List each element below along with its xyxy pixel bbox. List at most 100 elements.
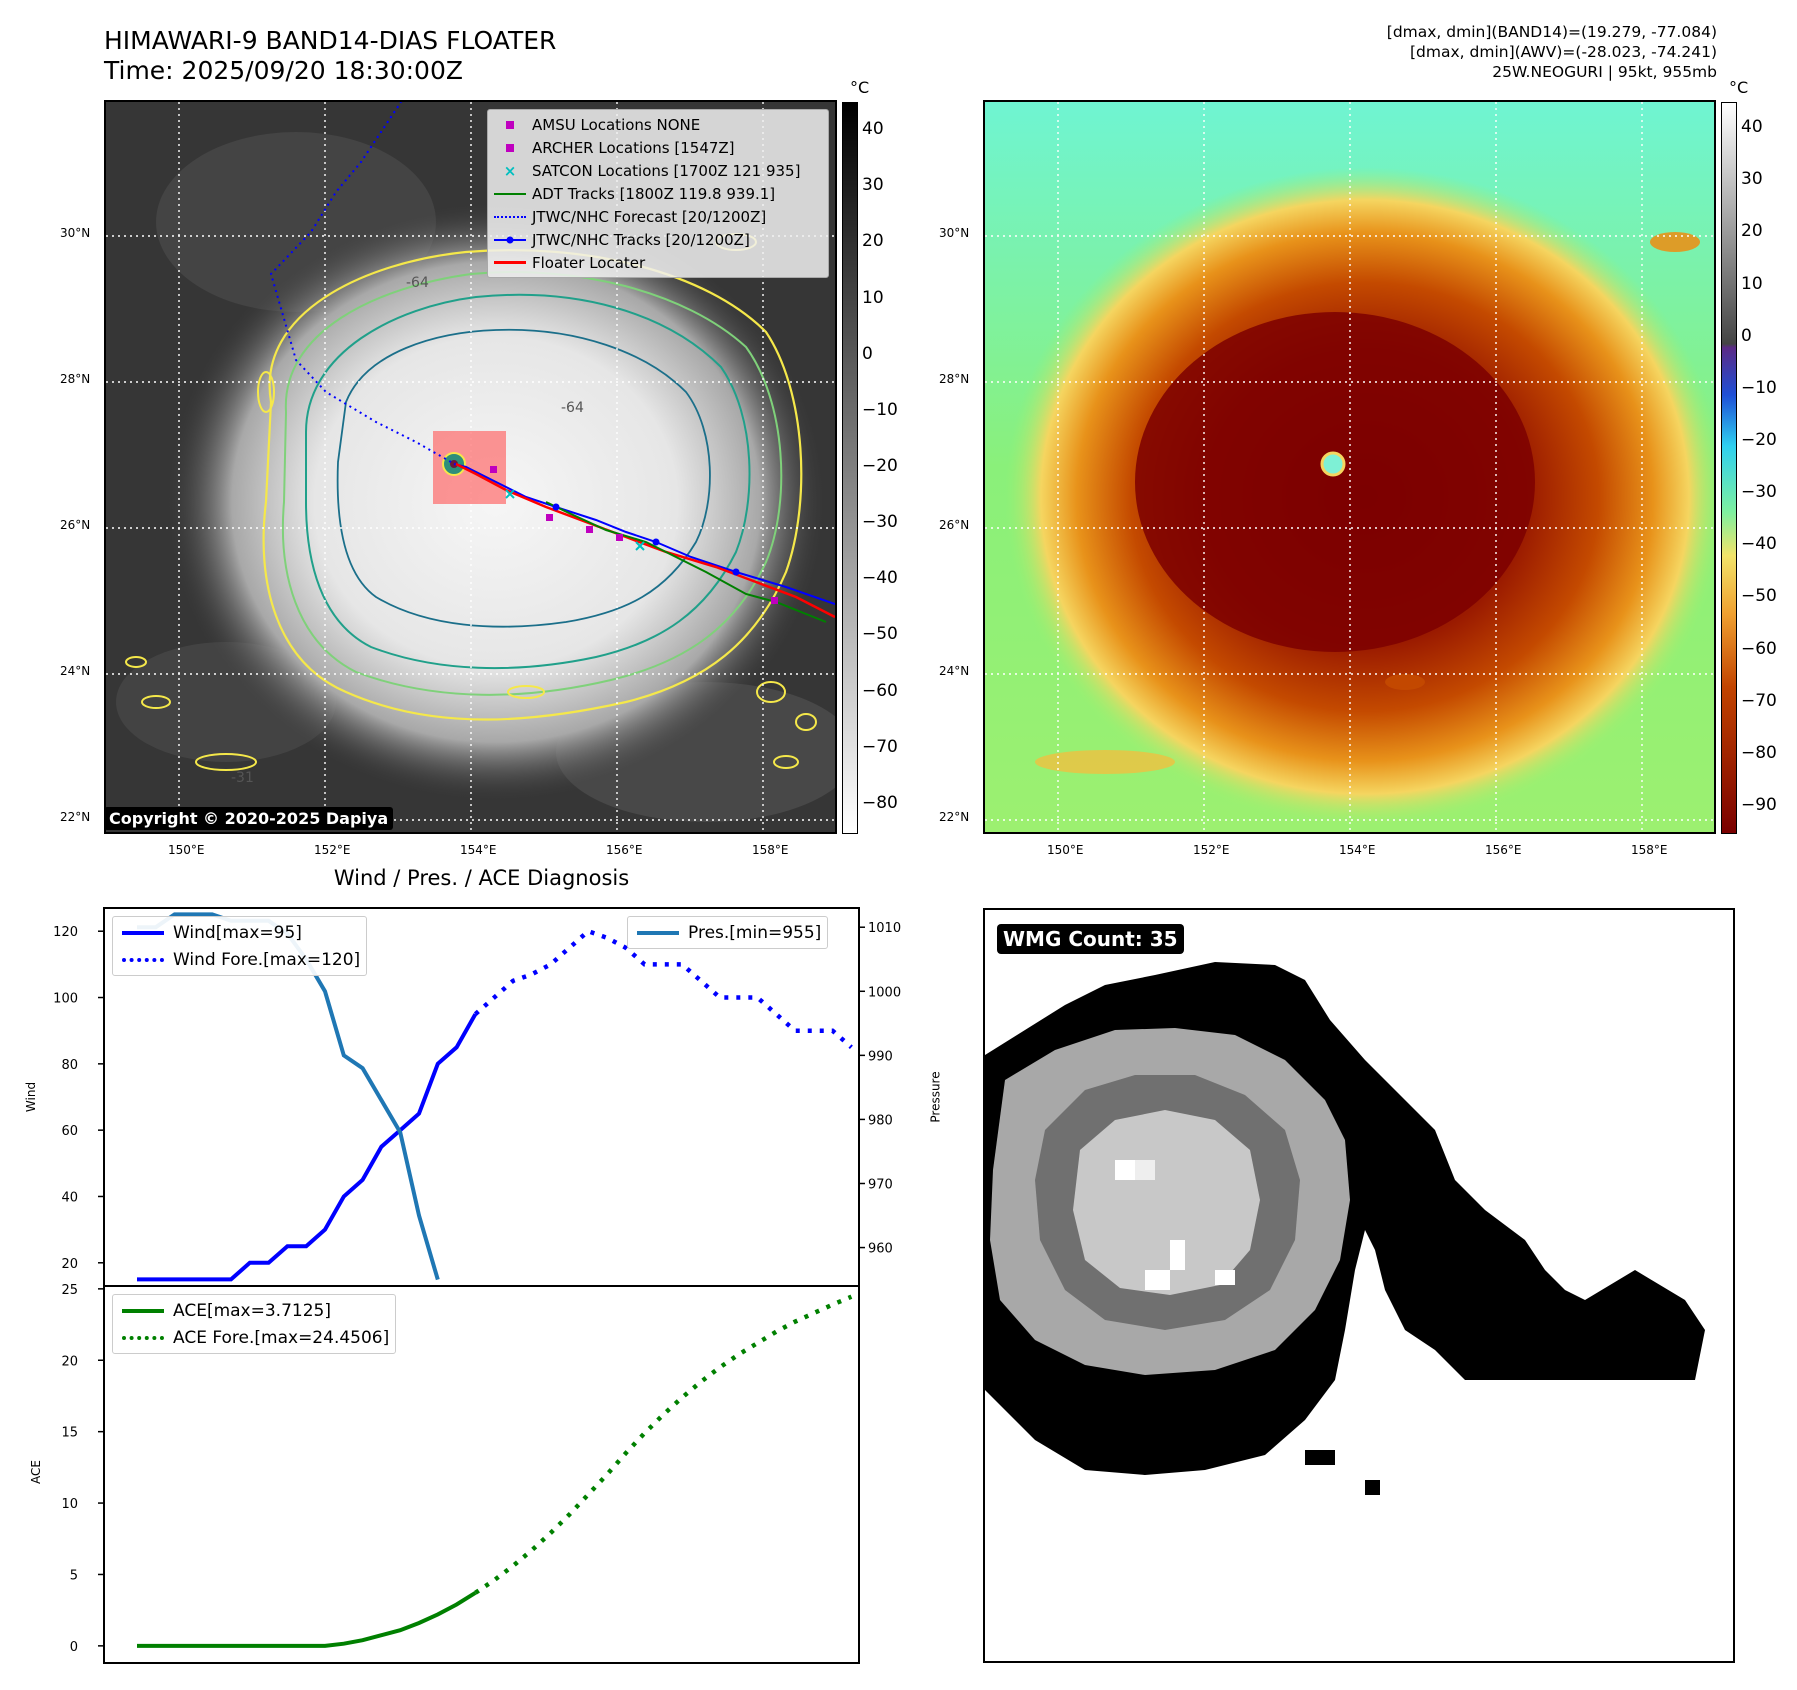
square-marker-icon [506,120,514,129]
lat-label: 30°N [60,226,91,240]
wind-legend: Wind[max=95] Wind Fore.[max=120] [112,916,368,976]
colorbar-tick-label: −60 [1741,638,1777,659]
lat-label: 22°N [60,810,91,824]
legend-label: AMSU Locations NONE [532,115,701,134]
lat-label: 24°N [60,664,91,678]
y-tick-label: 970 [868,1177,893,1192]
colorbar-tick-label: −30 [862,512,898,533]
ir-color-enhanced-map[interactable] [983,100,1716,834]
ace-forecast-series-line [474,1294,853,1595]
copyright-badge: Copyright © 2020-2025 Dapiya [104,807,394,830]
legend-label: SATCON Locations [1700Z 121 935] [532,161,801,180]
legend-wind: Wind[max=95] [113,919,360,946]
colorbar-tick-label: −60 [862,680,898,701]
ir-grayscale-map[interactable]: -64 -64 -31 [104,100,837,834]
legend-ace-forecast: ACE Fore.[max=24.4506] [113,1324,389,1351]
cloud-feature [1035,750,1175,774]
y-tick-label: 960 [868,1242,893,1257]
legend-label: JTWC/NHC Tracks [20/1200Z] [532,230,750,249]
colorbar-tick-label: 30 [1741,169,1763,190]
wmg-count-badge: WMG Count: 35 [997,924,1184,954]
y-tick-label: 100 [53,992,78,1007]
contour-teal [305,293,751,670]
legend-jtwc-tracks: JTWC/NHC Tracks [20/1200Z] [488,228,828,251]
wmg-svg [985,962,1705,1495]
pressure-legend: Pres.[min=955] [627,916,829,949]
contour-green [281,271,783,696]
dotted-line-icon [122,957,164,962]
wmg-cloud-fragment [1365,1480,1380,1495]
contour-label: -64 [561,400,584,416]
legend-adt: ADT Tracks [1800Z 119.8 939.1] [488,182,828,205]
legend-label: Pres.[min=955] [688,922,822,943]
lon-label: 158°E [1631,843,1668,857]
line-marker-icon [494,192,526,195]
y-tick-label: 120 [53,925,78,940]
lon-label: 152°E [1193,843,1230,857]
adt-track [545,501,827,623]
legend-pressure: Pres.[min=955] [628,919,821,946]
contour-darkteal [336,328,711,628]
legend-label: Wind Fore.[max=120] [173,949,361,970]
colorbar-unit: °C [850,78,870,97]
colorbar-tick-label: 20 [1741,221,1763,242]
ace-y-ticks: 0 5 10 15 20 25 [61,1283,104,1655]
lon-label: 158°E [752,843,789,857]
colorbar-tick-label: −80 [862,792,898,813]
contour-yellow [262,249,803,721]
legend-label: ACE[max=3.7125] [173,1300,331,1321]
legend-ace: ACE[max=3.7125] [113,1297,389,1324]
color-map-svg [985,102,1714,832]
y-tick-label: 5 [70,1568,78,1583]
colorbar-tick-label: −80 [1741,742,1777,763]
line-marker-icon [122,930,164,935]
cold-cloud-core [1135,312,1535,652]
archer-markers [490,466,778,604]
satcon-markers [505,489,645,551]
x-marker-icon: × [503,161,517,180]
contour-label: -64 [406,275,429,291]
legend-label: Wind[max=95] [173,922,302,943]
line-marker-icon [122,1308,164,1313]
lat-label: 28°N [939,372,970,386]
storm-info: [dmax, dmin](BAND14)=(19.279, -77.084) [… [1387,22,1717,82]
colorbar-tick-label: −90 [1741,794,1777,815]
lat-label: 24°N [939,664,970,678]
lon-label: 154°E [1339,843,1376,857]
y-tick-label: 15 [61,1426,78,1441]
lon-label: 154°E [460,843,497,857]
y-tick-label: 990 [868,1049,893,1064]
time-title: Time: 2025/09/20 18:30:00Z [104,56,463,85]
square-marker-icon [506,143,514,152]
y-tick-label: 20 [61,1257,78,1272]
lon-label: 152°E [314,843,351,857]
lat-label: 30°N [939,226,970,240]
ace-plot-frame [103,1285,860,1664]
colorbar-tick-label: −10 [862,399,898,420]
jtwc-track [453,463,835,605]
diagnosis-title: Wind / Pres. / ACE Diagnosis [333,866,630,890]
wmg-panel[interactable]: WMG Count: 35 [983,908,1735,1663]
legend-label: ACE Fore.[max=24.4506] [173,1327,390,1348]
lon-label: 150°E [1047,843,1084,857]
line-marker-icon [637,930,679,935]
y-tick-label: 980 [868,1113,893,1128]
cloud-feature [1650,232,1700,252]
y-tick-label: 10 [61,1497,78,1512]
wind-forecast-series-line [473,928,853,1049]
colorbar-tick-label: −20 [862,456,898,476]
lat-label: 22°N [939,810,970,824]
y-tick-label: 80 [61,1058,78,1073]
wmg-warm-pixel [1215,1270,1235,1285]
legend-floater: Floater Locater [488,251,828,274]
map-gridlines [985,102,1714,832]
lat-label: 26°N [939,518,970,532]
band14-range: [dmax, dmin](BAND14)=(19.279, -77.084) [1386,23,1717,41]
lon-label: 156°E [606,843,643,857]
pressure-y-ticks: 960 970 980 990 1000 1010 [859,921,901,1257]
legend-label: JTWC/NHC Forecast [20/1200Z] [532,207,767,226]
y-tick-label: 20 [61,1354,78,1369]
wmg-cloud-lightgray [1073,1110,1260,1295]
colorbar-tick-label: 0 [1741,325,1752,346]
colorbar-tick-label: −30 [1741,482,1777,503]
